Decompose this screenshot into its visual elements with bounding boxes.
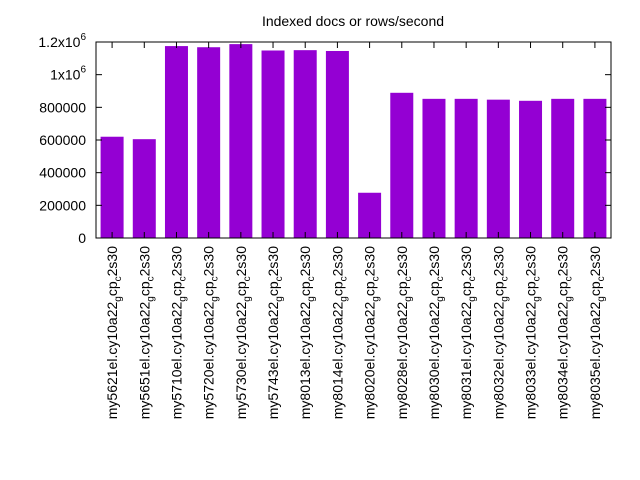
bar (197, 47, 221, 238)
x-tick-label: my5710el.cy10a22gcpc2s30 (168, 246, 188, 419)
bar (390, 92, 414, 239)
x-tick-label: my5621el.cy10a22gcpc2s30 (104, 246, 124, 419)
x-tick-label: my8031el.cy10a22gcpc2s30 (458, 246, 478, 419)
bar (358, 192, 382, 238)
bar (583, 98, 607, 238)
bar (486, 99, 510, 238)
bar (261, 50, 285, 238)
x-tick-label: my8030el.cy10a22gcpc2s30 (426, 246, 446, 419)
x-tick-label: my8014el.cy10a22gcpc2s30 (329, 246, 349, 419)
y-tick-label: 200000 (39, 197, 86, 213)
bar (519, 100, 543, 238)
x-tick-label: my8028el.cy10a22gcpc2s30 (394, 246, 414, 419)
x-tick-label: my5743el.cy10a22gcpc2s30 (265, 246, 285, 419)
bar (454, 98, 478, 238)
x-tick-label: my8034el.cy10a22gcpc2s30 (555, 246, 575, 419)
x-axis: my5621el.cy10a22gcpc2s30 my5651el.cy10a22… (104, 42, 607, 419)
y-tick-label: 0 (78, 230, 86, 246)
x-tick-label: my8035el.cy10a22gcpc2s30 (587, 246, 607, 419)
y-tick-label: 800000 (39, 99, 86, 115)
bar (325, 50, 349, 238)
bars-group (100, 44, 607, 239)
chart-title: Indexed docs or rows/second (262, 13, 444, 29)
y-tick-label: 400000 (39, 165, 86, 181)
x-tick-label: my5651el.cy10a22gcpc2s30 (136, 246, 156, 419)
x-tick-label: my8020el.cy10a22gcpc2s30 (362, 246, 382, 419)
bar (293, 50, 317, 238)
bar (422, 98, 446, 238)
bar (229, 44, 253, 238)
x-tick-label: my5730el.cy10a22gcpc2s30 (233, 246, 253, 419)
x-tick-label: my8013el.cy10a22gcpc2s30 (297, 246, 317, 419)
y-tick-label: 1x106 (50, 65, 86, 83)
bar (164, 46, 188, 239)
y-tick-label: 600000 (39, 132, 86, 148)
y-tick-label: 1.2x106 (38, 32, 86, 50)
x-tick-label: my5720el.cy10a22gcpc2s30 (201, 246, 221, 419)
bar (132, 139, 156, 238)
x-tick-label: my8032el.cy10a22gcpc2s30 (490, 246, 510, 419)
y-axis: 0 200000 400000 600000 800000 1x106 1.2x106 (38, 32, 611, 246)
bar (100, 136, 124, 238)
bar (551, 98, 575, 238)
x-tick-label: my8033el.cy10a22gcpc2s30 (523, 246, 543, 419)
